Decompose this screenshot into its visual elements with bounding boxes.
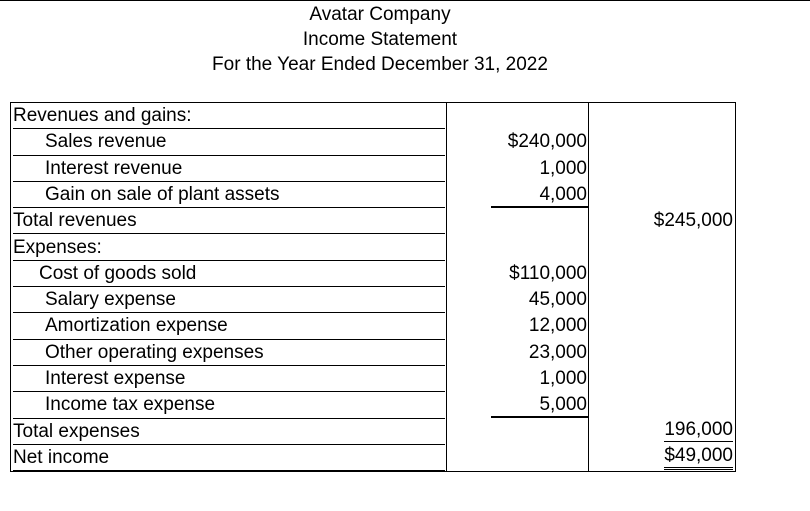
row-label: Sales revenue — [13, 129, 445, 156]
period: For the Year Ended December 31, 2022 — [212, 54, 548, 75]
row-label: Amortization expense — [13, 313, 445, 340]
total: $245,000 — [653, 210, 733, 232]
rule — [0, 0, 810, 1]
total: $49,000 — [664, 445, 733, 470]
table-row: Amortization expense 12,000 — [11, 313, 735, 340]
table-row: Salary expense 45,000 — [11, 287, 735, 314]
row-label: Expenses: — [13, 235, 445, 261]
income-table: Revenues and gains: Sales revenue $240,000… — [10, 102, 736, 472]
amount: 5,000 — [539, 394, 587, 416]
table-row: Sales revenue $240,000 — [11, 129, 735, 156]
row-label: Salary expense — [13, 287, 445, 314]
amount: $110,000 — [509, 262, 587, 284]
column-divider — [446, 103, 447, 471]
amount: 1,000 — [539, 368, 587, 389]
row-label: Gain on sale of plant assets — [13, 182, 445, 209]
amount: 4,000 — [539, 183, 587, 205]
underline — [491, 416, 589, 419]
row-label: Cost of goods sold — [13, 261, 445, 288]
table-row: Revenues and gains: — [11, 103, 735, 130]
total: 196,000 — [664, 418, 733, 442]
table-row: Net income $49,000 — [11, 445, 735, 472]
row-label: Total expenses — [13, 419, 445, 445]
table-row: Interest revenue 1,000 — [11, 156, 735, 182]
table-row: Other operating expenses 23,000 — [11, 340, 735, 366]
table-row: Interest expense 1,000 — [11, 366, 735, 393]
table-row: Total expenses 196,000 — [11, 419, 735, 445]
amount: 12,000 — [528, 315, 587, 337]
row-label: Interest revenue — [13, 156, 445, 182]
table-row: Expenses: — [11, 235, 735, 261]
amount: $240,000 — [507, 131, 587, 153]
underline — [491, 205, 589, 208]
row-label: Net income — [13, 445, 445, 472]
row-label: Interest expense — [13, 366, 445, 393]
row-label: Revenues and gains: — [13, 103, 445, 130]
table-row: Cost of goods sold $110,000 — [11, 261, 735, 288]
amount: 1,000 — [539, 157, 587, 179]
company-name: Avatar Company — [309, 4, 451, 25]
table-row: Gain on sale of plant assets 4,000 — [11, 182, 735, 209]
table-row: Income tax expense 5,000 — [11, 392, 735, 419]
row-label: Other operating expenses — [13, 340, 445, 366]
row-label: Income tax expense — [13, 392, 445, 419]
statement-title: Income Statement — [302, 29, 458, 50]
table-row: Total revenues $245,000 — [11, 208, 735, 235]
amount: 23,000 — [528, 341, 587, 363]
column-divider — [588, 103, 589, 471]
row-label: Total revenues — [13, 208, 445, 235]
amount: 45,000 — [528, 289, 587, 311]
